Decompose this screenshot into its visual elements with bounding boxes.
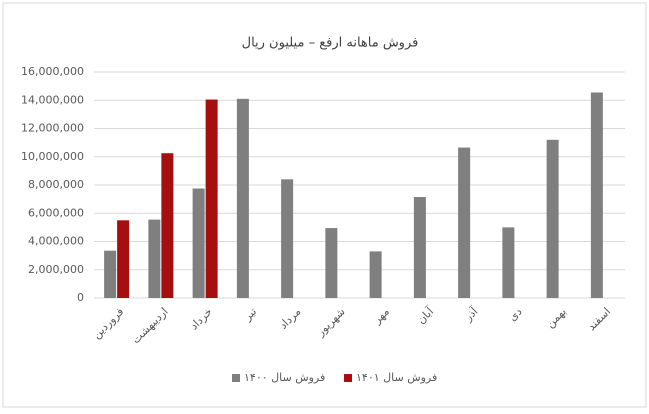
bar — [502, 227, 515, 298]
legend-swatch — [344, 374, 352, 382]
chart-frame — [2, 2, 647, 408]
bar — [236, 98, 249, 299]
bar — [325, 228, 338, 298]
y-tick-label: 8,000,000 — [28, 178, 84, 191]
bar — [281, 179, 294, 298]
bar — [458, 147, 471, 298]
legend-label: فروش سال ۱۴۰۱ — [356, 371, 437, 384]
bar — [104, 250, 117, 298]
legend-swatch — [232, 374, 240, 382]
y-tick-label: 2,000,000 — [28, 263, 84, 276]
y-tick-label: 6,000,000 — [28, 206, 84, 219]
bar — [369, 251, 382, 298]
bar — [546, 139, 559, 298]
bar — [148, 219, 161, 298]
y-tick-label: 10,000,000 — [21, 150, 84, 163]
y-tick-label: 4,000,000 — [28, 235, 84, 248]
y-tick-label: 14,000,000 — [21, 93, 84, 106]
y-tick-label: 12,000,000 — [21, 122, 84, 135]
bar — [205, 99, 218, 298]
y-tick-label: 16,000,000 — [21, 65, 84, 78]
bar — [590, 92, 603, 298]
legend-label: فروش سال ۱۴۰۰ — [244, 371, 325, 384]
bar — [161, 153, 174, 298]
bar — [413, 197, 426, 298]
y-tick-label: 0 — [77, 291, 84, 304]
bar — [192, 188, 205, 298]
bar — [117, 220, 130, 298]
chart-title: فروش ماهانه ارفع – میلیون ریال — [242, 36, 419, 51]
